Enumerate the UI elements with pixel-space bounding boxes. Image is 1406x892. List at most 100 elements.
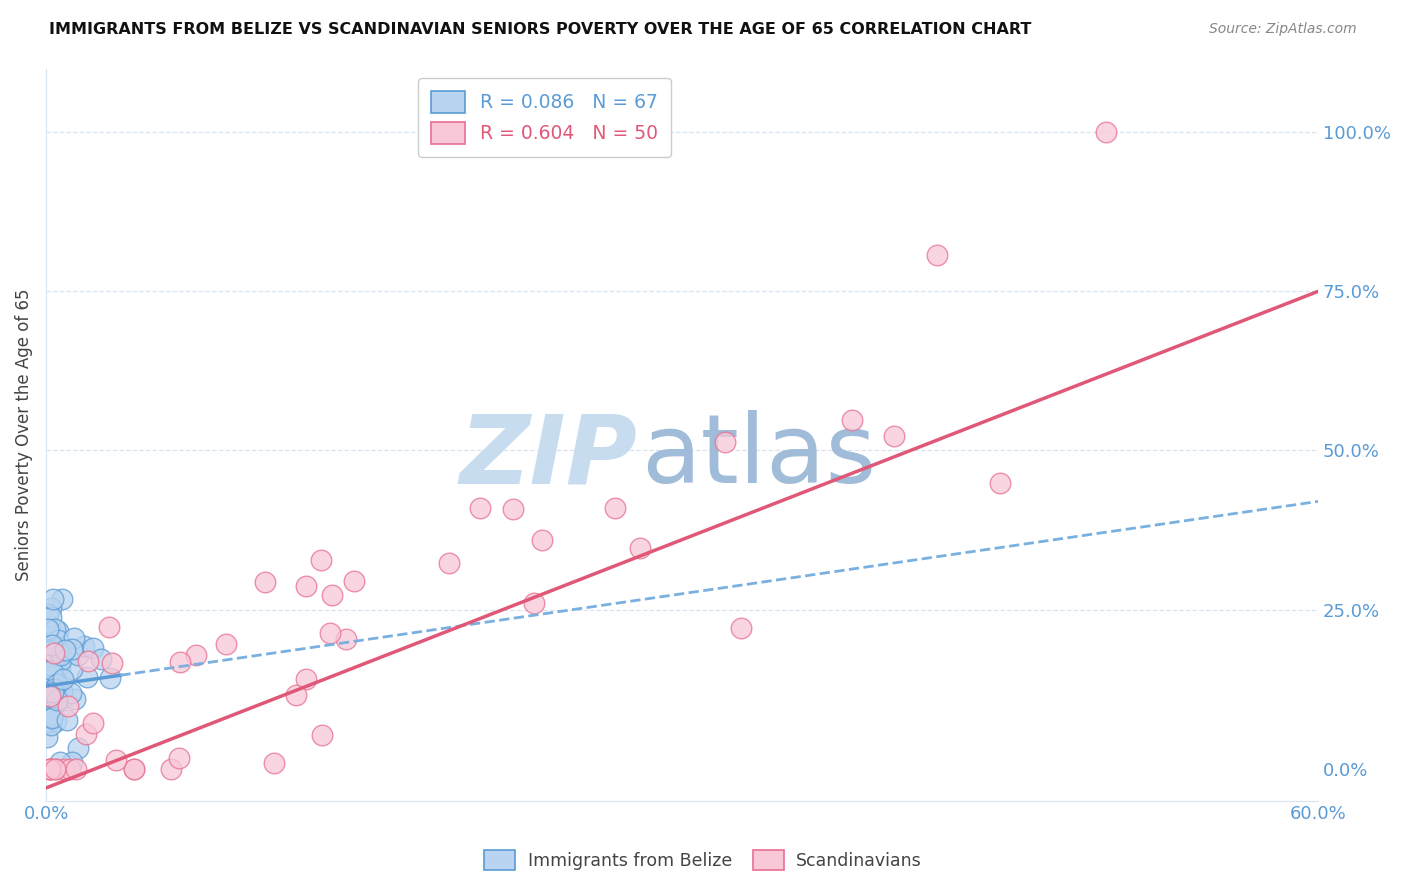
Point <box>841 413 863 427</box>
Point <box>60 662 83 676</box>
Point <box>38 640 60 654</box>
Point <box>42 641 65 656</box>
Point <box>45 693 67 707</box>
Point <box>59 762 82 776</box>
Point <box>42 682 65 697</box>
Point <box>38 680 60 694</box>
Point <box>42 669 65 683</box>
Point <box>53 643 76 657</box>
Point <box>988 476 1011 491</box>
Point <box>65 762 87 776</box>
Point <box>41 663 63 677</box>
Point <box>628 541 651 555</box>
Point <box>319 625 342 640</box>
Point <box>49 653 72 667</box>
Point <box>38 708 60 723</box>
Y-axis label: Seniors Poverty Over the Age of 65: Seniors Poverty Over the Age of 65 <box>15 288 32 581</box>
Point <box>90 651 112 665</box>
Point <box>122 762 145 776</box>
Point <box>925 248 948 262</box>
Point <box>44 640 66 655</box>
Point <box>104 753 127 767</box>
Point <box>39 693 62 707</box>
Point <box>48 755 70 769</box>
Point <box>295 579 318 593</box>
Point <box>73 639 96 653</box>
Point <box>39 762 62 776</box>
Point <box>98 619 121 633</box>
Point <box>39 643 62 657</box>
Point <box>52 673 75 687</box>
Point <box>55 644 77 658</box>
Point <box>295 673 318 687</box>
Point <box>41 709 63 723</box>
Point <box>160 762 183 776</box>
Point <box>39 610 62 624</box>
Point <box>56 714 79 728</box>
Point <box>603 500 626 515</box>
Point <box>42 640 65 655</box>
Point <box>82 715 104 730</box>
Point <box>37 685 59 699</box>
Point <box>42 651 65 665</box>
Text: ZIP: ZIP <box>460 410 638 503</box>
Point <box>253 575 276 590</box>
Point <box>883 429 905 443</box>
Point <box>38 618 60 632</box>
Point <box>51 591 73 606</box>
Point <box>39 601 62 615</box>
Point <box>60 756 83 770</box>
Point <box>41 706 63 721</box>
Point <box>45 762 67 776</box>
Legend: Immigrants from Belize, Scandinavians: Immigrants from Belize, Scandinavians <box>475 841 931 879</box>
Point <box>52 762 75 776</box>
Point <box>263 756 285 770</box>
Point <box>42 668 65 682</box>
Point <box>439 556 461 570</box>
Point <box>52 691 75 706</box>
Point <box>98 671 121 685</box>
Point <box>41 685 63 699</box>
Point <box>66 648 89 662</box>
Point <box>41 711 63 725</box>
Point <box>730 621 752 635</box>
Point <box>343 574 366 588</box>
Point <box>46 624 69 638</box>
Point <box>37 607 59 622</box>
Point <box>49 648 72 663</box>
Point <box>502 501 524 516</box>
Point <box>39 657 62 672</box>
Point <box>38 715 60 730</box>
Point <box>46 633 69 648</box>
Point <box>523 596 546 610</box>
Point <box>77 654 100 668</box>
Point <box>51 683 73 698</box>
Point <box>45 714 67 729</box>
Point <box>311 728 333 742</box>
Point <box>44 622 66 636</box>
Point <box>122 762 145 776</box>
Point <box>167 751 190 765</box>
Point <box>75 727 97 741</box>
Point <box>184 648 207 662</box>
Point <box>42 633 65 648</box>
Point <box>1095 125 1118 139</box>
Point <box>49 660 72 674</box>
Point <box>169 655 191 669</box>
Point <box>468 500 491 515</box>
Point <box>60 641 83 656</box>
Point <box>285 688 308 702</box>
Point <box>37 622 59 636</box>
Point <box>321 588 343 602</box>
Legend: R = 0.086   N = 67, R = 0.604   N = 50: R = 0.086 N = 67, R = 0.604 N = 50 <box>418 78 671 157</box>
Point <box>44 659 66 673</box>
Point <box>37 675 59 690</box>
Point <box>41 710 63 724</box>
Point <box>37 730 59 744</box>
Point <box>37 657 59 672</box>
Point <box>42 646 65 660</box>
Point <box>76 670 98 684</box>
Point <box>215 637 238 651</box>
Text: Source: ZipAtlas.com: Source: ZipAtlas.com <box>1209 22 1357 37</box>
Point <box>39 718 62 732</box>
